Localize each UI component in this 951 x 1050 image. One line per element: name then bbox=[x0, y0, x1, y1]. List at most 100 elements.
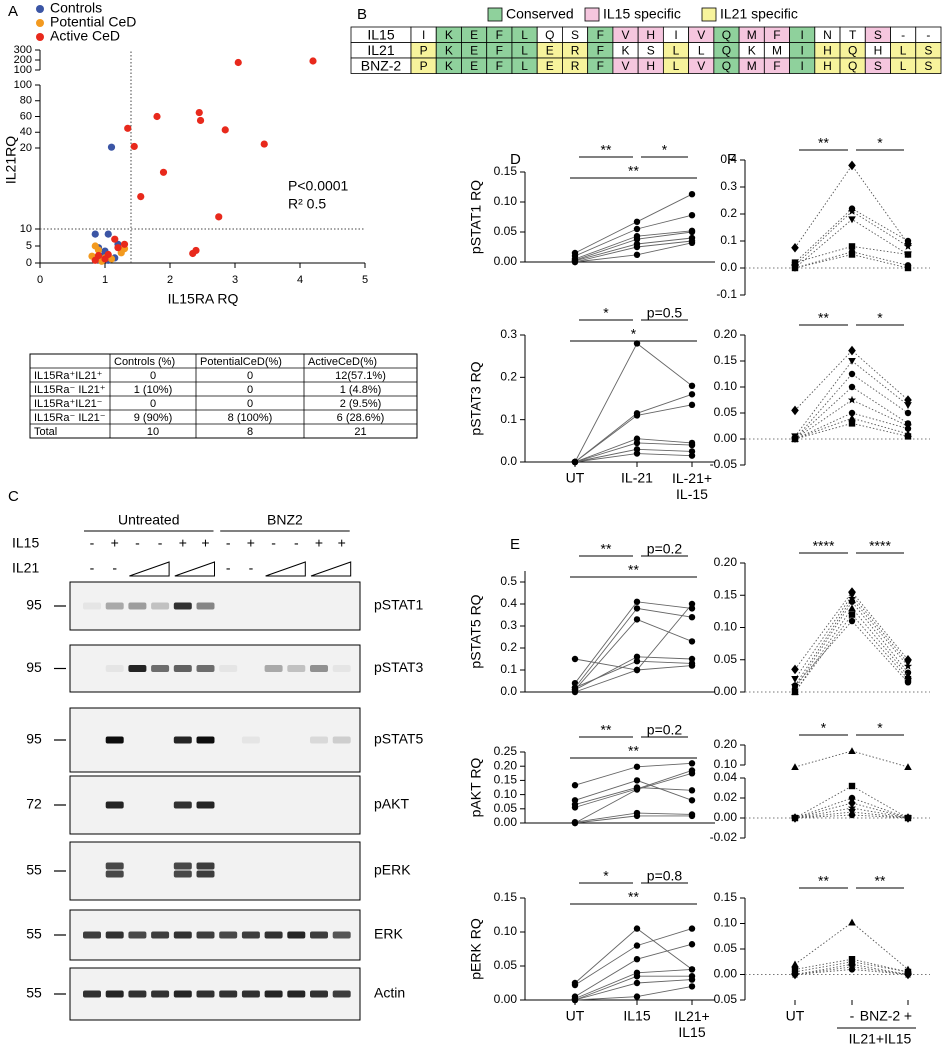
subject-line bbox=[794, 963, 909, 975]
band bbox=[287, 603, 305, 610]
data-point bbox=[848, 747, 856, 755]
data-point bbox=[791, 435, 799, 443]
y-tick-label: 0.10 bbox=[714, 620, 738, 634]
data-point bbox=[848, 414, 856, 422]
band bbox=[287, 871, 305, 878]
x-tick-label: 3 bbox=[232, 274, 238, 286]
y-axis-title: pERK RQ bbox=[468, 918, 484, 980]
significance-label: ** bbox=[628, 562, 639, 578]
data-point bbox=[848, 383, 856, 391]
data-point bbox=[688, 614, 696, 621]
residue: Q bbox=[545, 28, 554, 42]
residue: I bbox=[801, 43, 804, 57]
data-point bbox=[848, 617, 856, 625]
blot-label: pSTAT3 bbox=[374, 659, 423, 675]
y-axis-title: pSTAT5 RQ bbox=[468, 594, 484, 668]
data-point bbox=[848, 160, 856, 171]
band bbox=[105, 990, 124, 998]
group-label: Untreated bbox=[118, 512, 179, 528]
band bbox=[83, 737, 101, 744]
band bbox=[173, 665, 192, 672]
x-tick-label: UT bbox=[566, 1008, 585, 1024]
data-point bbox=[848, 357, 856, 365]
data-point bbox=[848, 918, 856, 926]
legend-label: Active CeD bbox=[50, 28, 120, 44]
significance-label: ** bbox=[601, 142, 612, 158]
residue: L bbox=[698, 43, 705, 57]
data-point bbox=[688, 382, 696, 389]
band bbox=[333, 603, 351, 610]
blot-label: pSTAT5 bbox=[374, 731, 423, 747]
residue: H bbox=[646, 28, 655, 42]
blot-label: pERK bbox=[374, 862, 411, 878]
band bbox=[242, 871, 260, 878]
y-tick-label: -0.05 bbox=[710, 992, 738, 1006]
band bbox=[310, 863, 328, 870]
residue: K bbox=[445, 43, 453, 57]
band bbox=[151, 602, 170, 610]
residue: E bbox=[470, 59, 478, 73]
band bbox=[196, 602, 215, 610]
panel-letter: E bbox=[510, 536, 520, 553]
y-tick-label: 100 bbox=[14, 64, 32, 76]
data-point bbox=[688, 760, 696, 767]
band bbox=[83, 863, 101, 870]
band bbox=[310, 931, 328, 939]
group-label: BNZ2 bbox=[267, 512, 303, 528]
band bbox=[265, 603, 283, 610]
data-point bbox=[688, 787, 696, 794]
mw-label: 55 bbox=[26, 862, 42, 878]
annotation: R² 0.5 bbox=[288, 196, 326, 212]
treatment-sign: + bbox=[247, 535, 255, 551]
data-point bbox=[633, 450, 641, 457]
data-point bbox=[688, 941, 696, 948]
subject-line bbox=[574, 442, 693, 463]
row-label: BNZ-2 bbox=[361, 57, 402, 73]
legend-label: Conserved bbox=[506, 6, 574, 22]
residue: S bbox=[874, 59, 882, 73]
y-tick-label: 0.04 bbox=[714, 770, 738, 784]
residue: Q bbox=[722, 59, 731, 73]
residue: V bbox=[622, 59, 630, 73]
data-point bbox=[633, 616, 641, 623]
mw-label: 95 bbox=[26, 597, 42, 613]
mw-label: 55 bbox=[26, 926, 42, 942]
table-cell: IL15Ra⁻ IL21⁻ bbox=[34, 412, 106, 424]
residue: V bbox=[622, 28, 630, 42]
data-point bbox=[114, 244, 122, 252]
x-tick-label: 0 bbox=[37, 274, 43, 286]
data-point bbox=[903, 242, 913, 250]
data-point bbox=[848, 370, 856, 378]
y-tick-label: 0.05 bbox=[494, 224, 518, 238]
row-label: IL21 bbox=[12, 560, 39, 576]
band bbox=[105, 801, 124, 809]
residue: - bbox=[901, 28, 905, 42]
residue: L bbox=[521, 59, 528, 73]
significance-label: * bbox=[603, 305, 609, 321]
data-point bbox=[633, 777, 641, 784]
data-point bbox=[571, 458, 579, 466]
data-point bbox=[571, 819, 579, 827]
residue: K bbox=[748, 43, 756, 57]
band bbox=[83, 871, 101, 878]
band bbox=[241, 990, 260, 998]
band bbox=[128, 737, 146, 744]
data-point bbox=[904, 679, 912, 686]
gradient-triangle bbox=[174, 561, 215, 577]
residue: Q bbox=[722, 43, 731, 57]
band bbox=[219, 863, 237, 870]
residue: I bbox=[674, 28, 677, 42]
band bbox=[242, 603, 260, 610]
band bbox=[333, 871, 351, 878]
band bbox=[196, 862, 215, 870]
significance-label: p=0.2 bbox=[647, 541, 683, 557]
y-tick-label: 0.05 bbox=[714, 941, 738, 955]
mw-label: 95 bbox=[26, 731, 42, 747]
significance-label: ** bbox=[818, 873, 829, 889]
band bbox=[332, 931, 351, 939]
y-tick-label: 0.20 bbox=[494, 758, 518, 772]
residue: T bbox=[849, 28, 857, 42]
x-tick-label: 1 bbox=[102, 274, 108, 286]
band bbox=[151, 665, 170, 672]
band bbox=[287, 737, 305, 744]
